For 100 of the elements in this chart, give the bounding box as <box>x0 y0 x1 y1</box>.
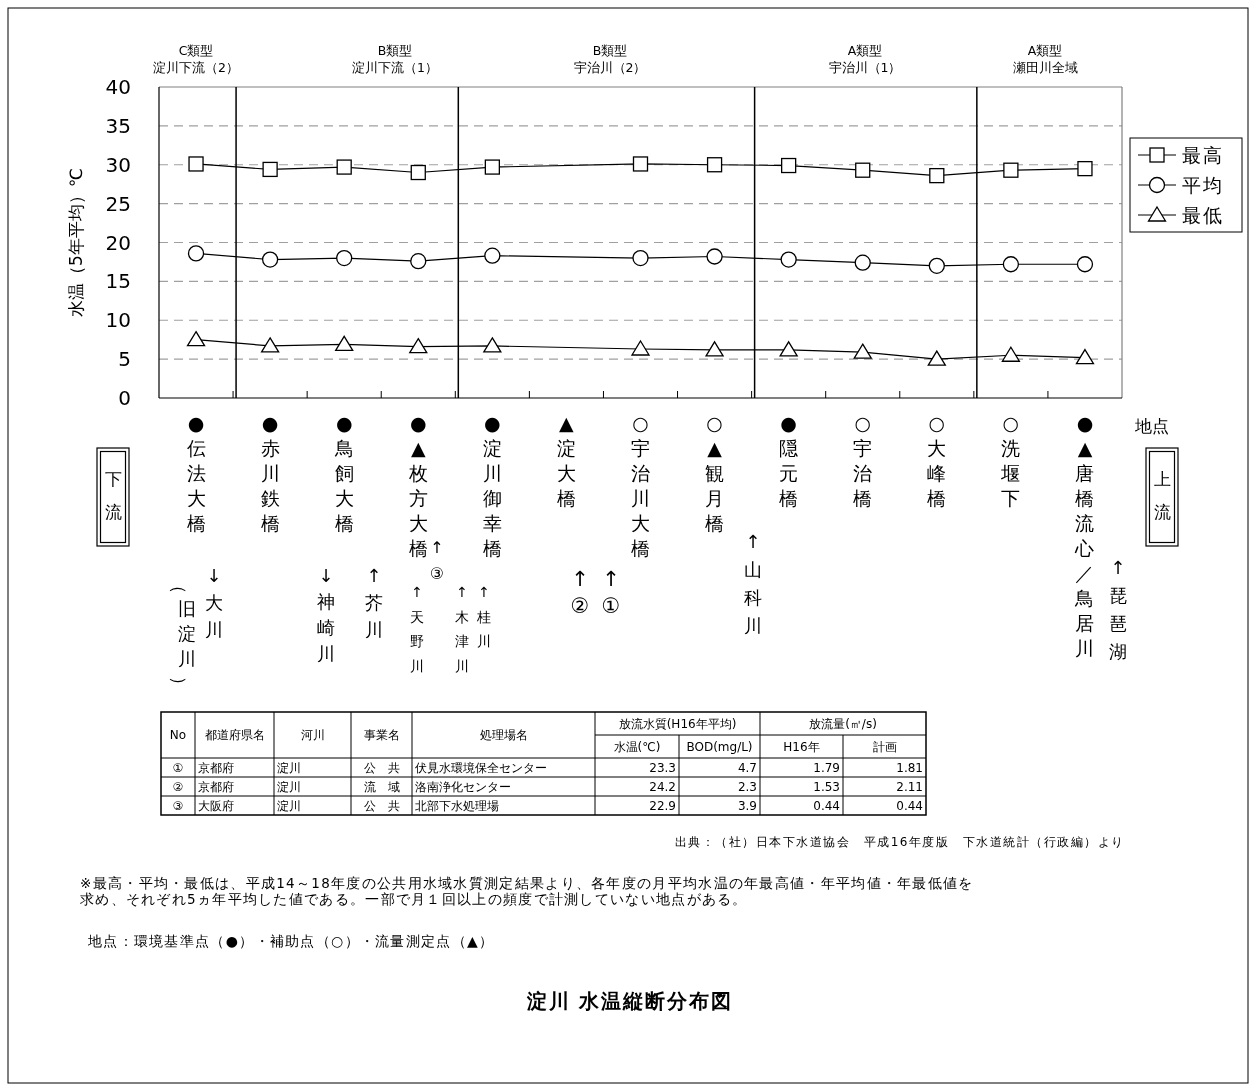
x-tick-label: ●伝法大橋 <box>186 412 206 535</box>
text: ↑琵琶湖 <box>1109 557 1127 663</box>
point <box>1001 346 1021 362</box>
text: B類型 <box>592 43 628 58</box>
category-label: ●▲唐橋流心／鳥居川 <box>1075 412 1095 660</box>
text: ② <box>172 779 184 794</box>
text: 淀川 水温縦断分布図 <box>525 989 734 1013</box>
y-tick-label: 35 <box>105 113 131 138</box>
text: 淀川下流（1） <box>352 60 438 75</box>
text: 公 共 <box>363 798 400 813</box>
text: ① <box>172 760 184 775</box>
text: 0.44 <box>896 798 923 813</box>
text: ↑桂川 <box>476 584 491 650</box>
x-tick-label: ●鳥飼大橋 <box>333 412 354 535</box>
text: 2.3 <box>737 779 757 794</box>
text: ③ <box>172 798 184 813</box>
text: 淀川 <box>277 760 301 775</box>
text: H16年 <box>783 739 820 754</box>
text: B類型 <box>377 43 413 58</box>
text: 河川 <box>300 728 325 742</box>
text: 上流 <box>1153 468 1171 522</box>
text: 1.79 <box>813 760 840 775</box>
text: 事業名 <box>363 728 400 742</box>
y-tick-label: 40 <box>105 75 131 99</box>
point <box>186 331 206 347</box>
x-tick-label: ●淀川御幸橋 <box>482 412 502 560</box>
text: 2.11 <box>896 779 923 794</box>
text: 瀬田川全域 <box>1012 60 1078 75</box>
text: 都道府県名 <box>204 728 265 742</box>
text: 4.7 <box>737 760 757 775</box>
text: 北部下水処理場 <box>415 798 499 813</box>
legend-label: 最高 <box>1182 144 1224 166</box>
point <box>336 249 353 267</box>
point <box>927 350 946 366</box>
point <box>1077 160 1093 177</box>
text: 公 共 <box>363 760 400 775</box>
text: 放流量(㎥/s) <box>809 716 877 731</box>
point <box>484 247 501 264</box>
x-tick-label: ○洗堰下 <box>1000 412 1021 510</box>
text: 1.81 <box>896 760 923 775</box>
y-tick-label: 15 <box>105 269 131 294</box>
x-tick-label: ●赤川鉄橋 <box>260 412 280 535</box>
text: 1.53 <box>813 779 840 794</box>
point <box>632 249 649 267</box>
x-tick-label: ○宇治川大橋 <box>631 412 650 560</box>
text: 下流 <box>104 468 122 522</box>
text: 放流水質(H16年平均) <box>618 716 737 731</box>
point <box>1075 348 1095 365</box>
text: 地点 <box>1134 416 1169 436</box>
text: ↓大川 <box>205 565 223 641</box>
point <box>705 341 724 357</box>
point <box>1003 162 1019 178</box>
text: 処理場名 <box>479 728 528 742</box>
point <box>781 157 797 174</box>
text: 淀川 <box>277 798 301 813</box>
point <box>187 245 205 262</box>
point <box>261 251 279 268</box>
text: A類型 <box>1027 43 1063 58</box>
text: ↑② <box>570 567 590 619</box>
y-tick-label: 25 <box>105 191 131 216</box>
text: No <box>169 728 187 742</box>
point <box>706 248 723 265</box>
text: BOD(mg/L) <box>686 739 753 754</box>
point <box>484 159 500 175</box>
text: （旧淀川） <box>168 575 196 694</box>
point <box>410 253 427 270</box>
text: 宇治川（2） <box>573 60 647 75</box>
point <box>188 156 204 172</box>
text: ↑山科川 <box>744 531 762 637</box>
text: 22.9 <box>649 798 676 813</box>
text: 23.3 <box>649 760 676 775</box>
text: C類型 <box>178 43 214 58</box>
text: 京都府 <box>198 779 234 794</box>
point <box>1002 256 1020 273</box>
text: 0.44 <box>813 798 840 813</box>
point <box>260 337 280 353</box>
point <box>779 341 798 357</box>
y-tick-label: 5 <box>118 347 131 372</box>
point <box>335 335 354 351</box>
y-tick-label: 30 <box>105 152 131 177</box>
point <box>409 338 428 354</box>
text: ↓神崎川 <box>317 565 335 665</box>
text: 伏見水環境保全センター <box>415 760 547 775</box>
point <box>336 159 352 175</box>
text: 24.2 <box>649 779 676 794</box>
x-tick-label: ○宇治橋 <box>853 412 873 510</box>
text: ↑芥川 <box>365 565 383 641</box>
x-tick-label: ▲淀大橋 <box>556 412 576 510</box>
text: 淀川 <box>277 779 301 794</box>
point <box>632 156 649 172</box>
point <box>410 164 426 181</box>
text: 宇治川（1） <box>828 60 902 75</box>
point <box>854 254 871 271</box>
x-tick-label: ●隠元橋 <box>779 412 799 510</box>
text: 地点：環境基準点（●）・補助点（○）・流量測定点（▲） <box>87 933 495 949</box>
text: 流 域 <box>363 779 400 794</box>
point <box>855 162 871 178</box>
text: A類型 <box>847 43 883 58</box>
x-tick-label: ○▲観月橋 <box>705 412 725 535</box>
point <box>780 251 797 268</box>
